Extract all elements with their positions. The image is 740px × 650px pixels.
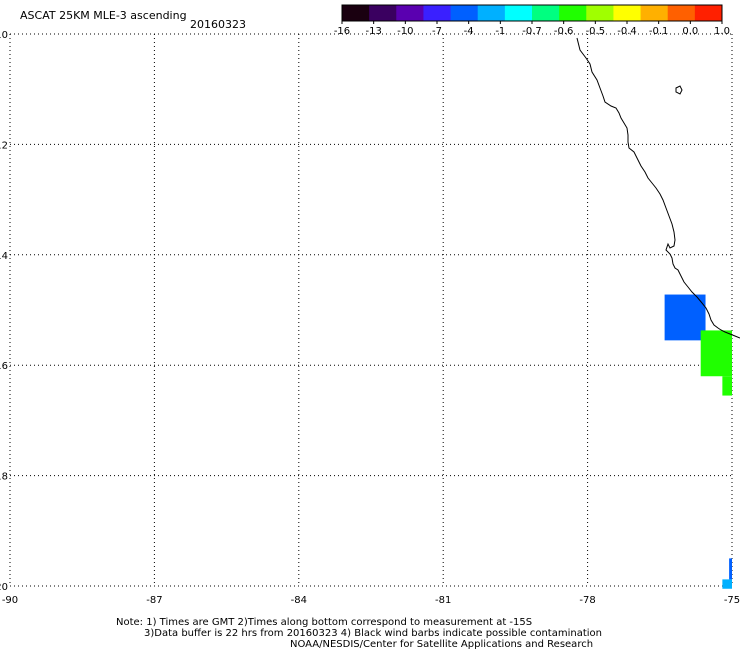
colorbar-segment xyxy=(369,5,397,21)
lon-tick-label: -90 xyxy=(2,595,18,606)
wind-map: -16 -13 -10 -7 -4 -1 -0.7 -0.6 -0.5 -0.4 -0.1 0.0 1.… xyxy=(0,4,740,606)
colorbar-label: 0.0 xyxy=(682,26,698,37)
footnote-line-3: NOAA/NESDIS/Center for Satellite Applica… xyxy=(290,639,594,650)
colorbar-segment xyxy=(532,5,560,21)
lat-tick-label: -20 xyxy=(0,582,8,593)
lon-tick-label: -81 xyxy=(435,595,451,606)
data-cells xyxy=(664,294,732,589)
wind-data-cell xyxy=(700,330,732,377)
island-outline xyxy=(675,85,683,95)
colorbar-label: -13 xyxy=(365,26,381,37)
colorbar-label: -1 xyxy=(495,26,505,37)
wind-data-cell xyxy=(722,579,732,589)
map-grid: -90 -87 -84 -81 -78 -75 -10 -12 -14 -16 -18 -20 xyxy=(0,30,740,606)
colorbar-label: -0.1 xyxy=(649,26,669,37)
colorbar-label: 1.0 xyxy=(714,26,730,37)
colorbar-segment xyxy=(613,5,642,21)
wind-data-cell xyxy=(664,294,706,341)
colorbar-segment xyxy=(640,5,669,21)
colorbar-segment xyxy=(694,5,723,21)
lat-tick-label: -10 xyxy=(0,30,8,41)
colorbar-segment xyxy=(586,5,614,21)
colorbar-segment xyxy=(423,5,452,21)
colorbar-segment xyxy=(559,5,587,21)
lat-tick-label: -18 xyxy=(0,472,8,483)
colorbar-label: -10 xyxy=(397,26,413,37)
colorbar-label: -7 xyxy=(432,26,442,37)
colorbar-label: -0.5 xyxy=(586,26,606,37)
colorbar-segment xyxy=(667,5,696,21)
colorbar-label: -4 xyxy=(464,26,474,37)
lat-tick-label: -12 xyxy=(0,140,8,151)
colorbar-segment xyxy=(477,5,506,21)
product-title: ASCAT 25KM MLE-3 ascending xyxy=(20,9,187,22)
lat-tick-label: -16 xyxy=(0,361,8,372)
lon-tick-label: -87 xyxy=(146,595,162,606)
colorbar-label: -0.7 xyxy=(522,26,542,37)
colorbar-label: -0.6 xyxy=(554,26,574,37)
product-date: 20160323 xyxy=(190,18,246,31)
colorbar-segment xyxy=(450,5,479,21)
colorbar: -16 -13 -10 -7 -4 -1 -0.7 -0.6 -0.5 -0.4 -0.1 0.0 1.… xyxy=(334,4,730,37)
coastline xyxy=(576,37,740,339)
footnote-line-1: Note: 1) Times are GMT 2)Times along bot… xyxy=(116,617,533,628)
footnote-line-2: 3)Data buffer is 22 hrs from 20160323 4)… xyxy=(144,628,602,639)
colorbar-segment xyxy=(342,5,370,21)
colorbar-segment xyxy=(396,5,424,21)
colorbar-segment xyxy=(504,5,533,21)
wind-data-cell xyxy=(722,376,732,396)
colorbar-label: -0.4 xyxy=(617,26,637,37)
wind-data-cell xyxy=(729,558,732,580)
colorbar-label: -16 xyxy=(334,26,350,37)
lon-tick-label: -75 xyxy=(724,595,740,606)
lon-tick-label: -78 xyxy=(579,595,595,606)
lat-tick-label: -14 xyxy=(0,251,8,262)
lon-tick-label: -84 xyxy=(291,595,307,606)
